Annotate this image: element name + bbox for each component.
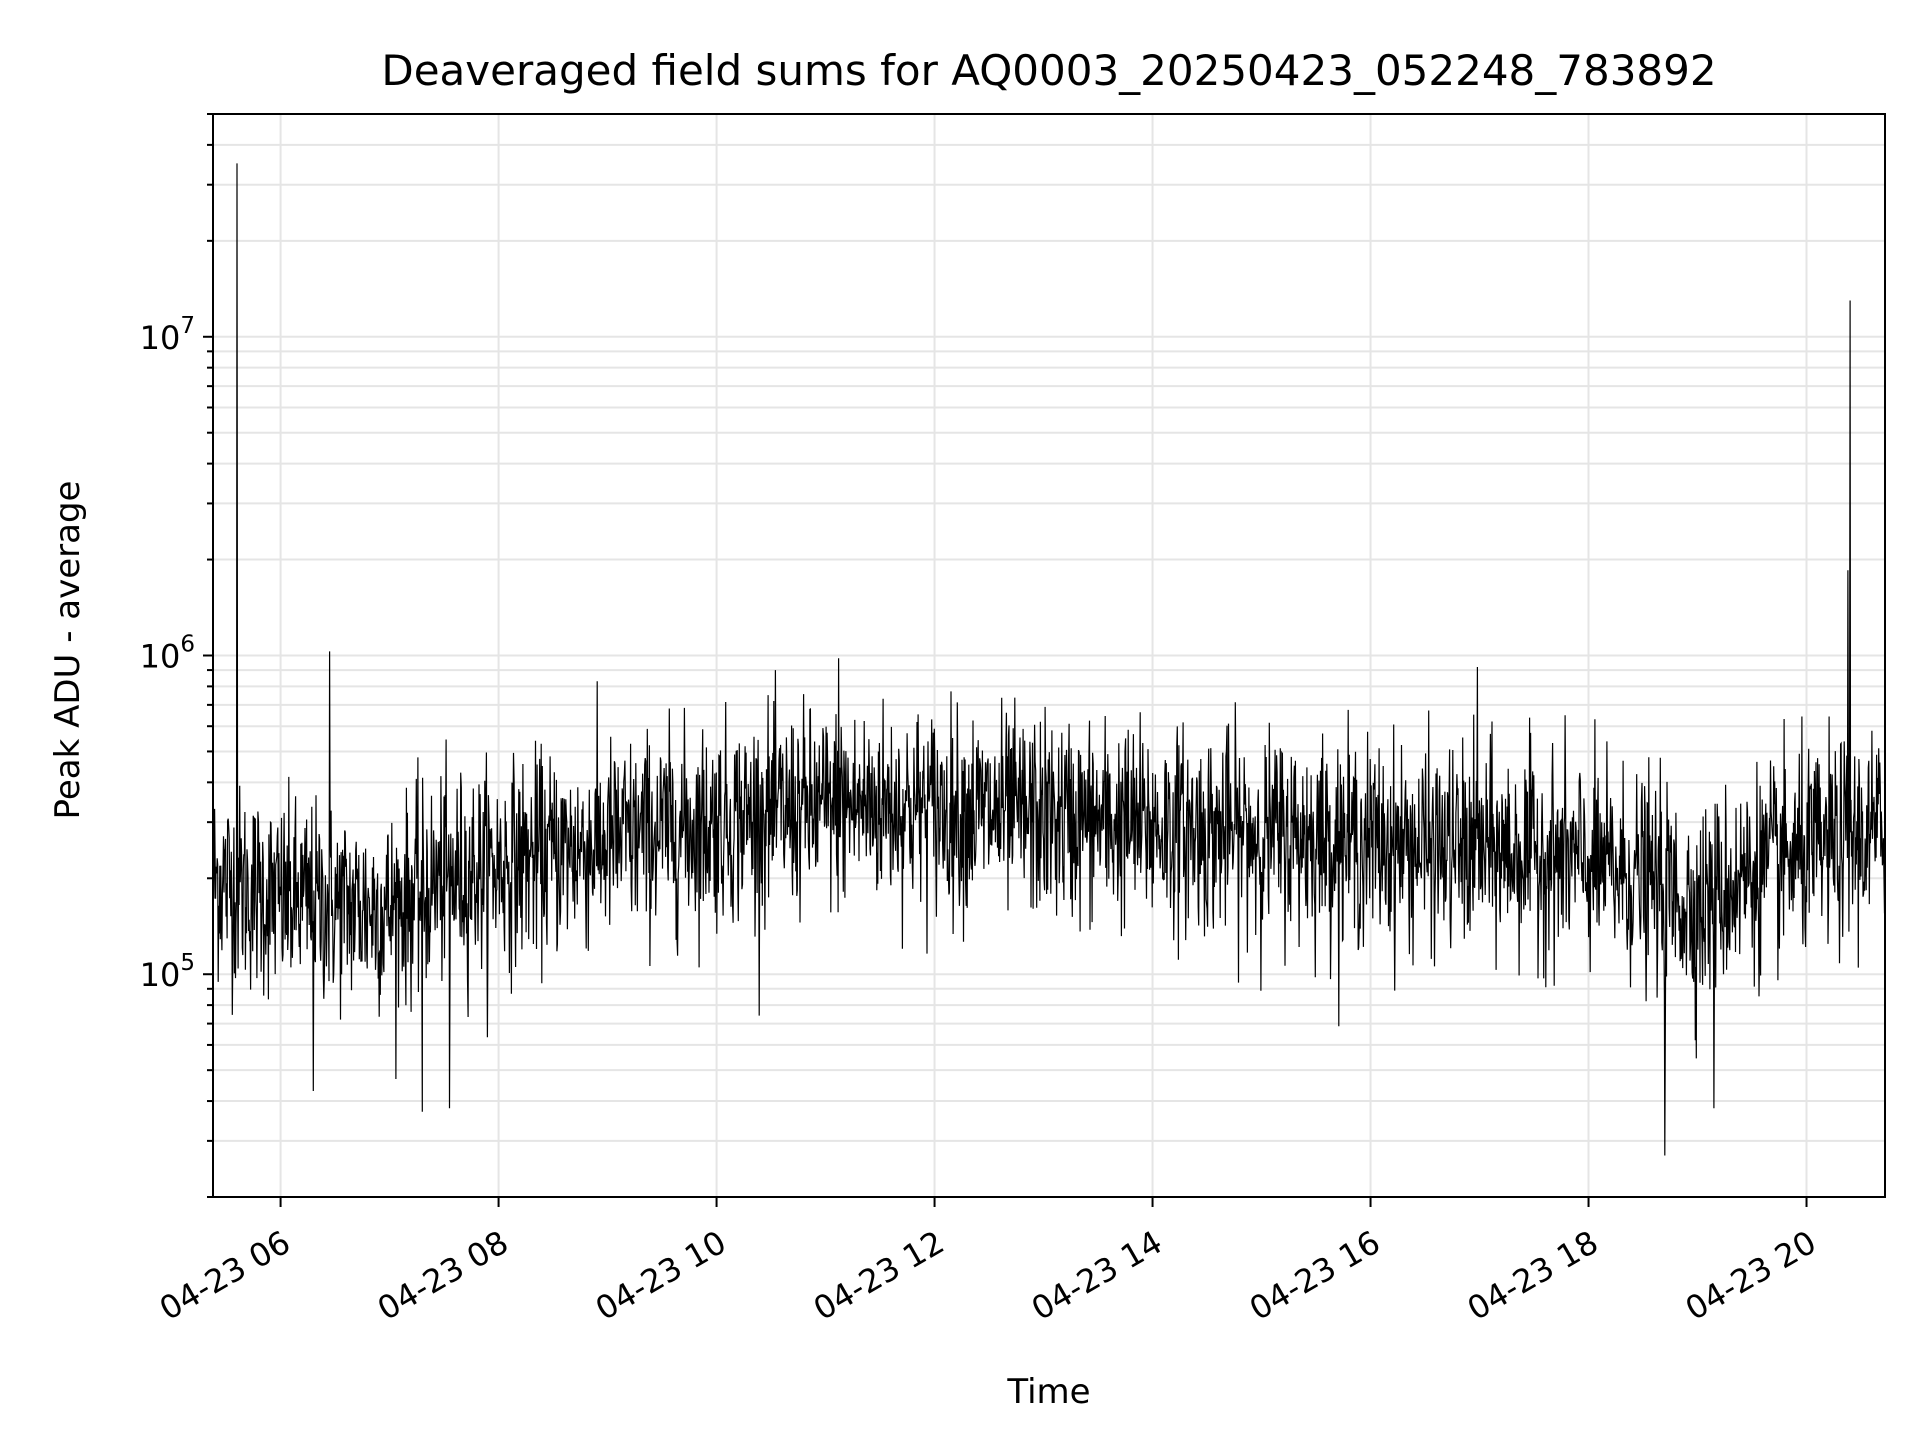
y-tick-label: 105 <box>140 950 195 994</box>
y-axis-label: Peak ADU - average <box>48 481 88 820</box>
x-tick-label: 04-23 06 <box>153 1223 297 1328</box>
y-tick-label: 106 <box>140 632 195 676</box>
y-axis: 105 106 107 <box>140 113 213 1198</box>
grid-lines <box>213 113 1885 1198</box>
x-axis: 04-23 06 04-23 08 04-23 10 04-23 12 04-23 14… <box>153 1197 1823 1328</box>
x-tick-label: 04-23 12 <box>807 1223 951 1328</box>
y-tick-label: 107 <box>140 313 195 357</box>
x-tick-label: 04-23 10 <box>589 1223 733 1328</box>
data-line <box>212 163 1886 1156</box>
x-axis-label: Time <box>1006 1372 1090 1412</box>
x-tick-label: 04-23 18 <box>1461 1223 1605 1328</box>
series-line <box>212 163 1886 1156</box>
x-tick-label: 04-23 16 <box>1243 1223 1387 1328</box>
chart-title: Deaveraged field sums for AQ0003_2025042… <box>381 46 1716 95</box>
x-tick-label: 04-23 08 <box>371 1223 515 1328</box>
x-tick-label: 04-23 14 <box>1025 1223 1169 1328</box>
x-tick-label: 04-23 20 <box>1679 1223 1823 1328</box>
